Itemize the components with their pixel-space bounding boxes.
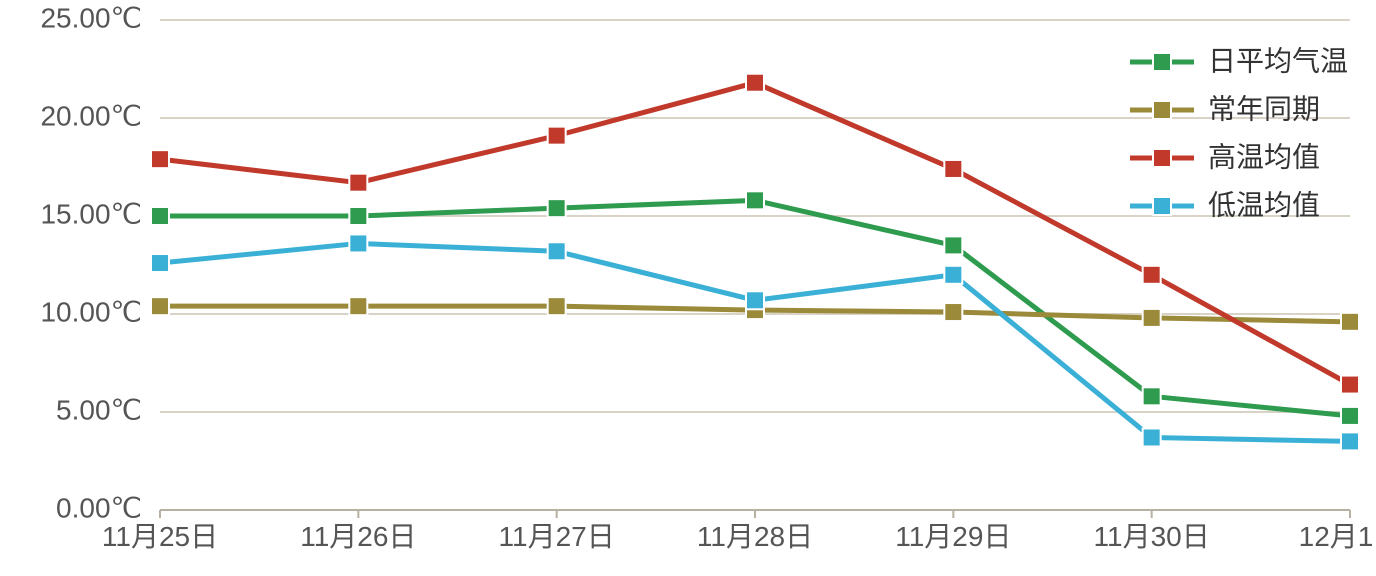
- series-marker: [548, 127, 566, 145]
- y-tick-label: 5.00℃: [56, 394, 142, 425]
- series-marker: [944, 236, 962, 254]
- series-marker: [1143, 266, 1161, 284]
- series-marker: [151, 297, 169, 315]
- series-marker: [349, 174, 367, 192]
- y-tick-label: 0.00℃: [56, 492, 142, 523]
- x-axis-ticks: 11月25日 11月26日 11月27日 11月28日 11月29日 11月30日 12月1…: [102, 510, 1376, 552]
- y-tick-label: 25.00℃: [40, 2, 142, 33]
- y-tick-label: 10.00℃: [40, 296, 142, 327]
- legend-item: 低温均值: [1130, 189, 1320, 220]
- series-marker: [1143, 428, 1161, 446]
- legend: 日平均气温常年同期高温均值低温均值: [1130, 45, 1348, 220]
- y-axis-ticks: 0.00℃ 5.00℃ 10.00℃ 15.00℃ 20.00℃ 25.00℃: [40, 2, 142, 523]
- x-tick-label: 11月28日: [697, 521, 813, 552]
- series-marker: [1341, 313, 1359, 331]
- series-marker: [349, 234, 367, 252]
- x-tick-label: 11月30日: [1094, 521, 1210, 552]
- series-marker: [1143, 309, 1161, 327]
- legend-label: 常年同期: [1208, 93, 1320, 124]
- legend-item: 日平均气温: [1130, 45, 1348, 76]
- x-tick-label: 11月26日: [300, 521, 416, 552]
- series: [151, 74, 1359, 451]
- series-marker: [746, 191, 764, 209]
- series-line-2: [160, 83, 1350, 385]
- series-marker: [1143, 387, 1161, 405]
- temperature-line-chart: 0.00℃ 5.00℃ 10.00℃ 15.00℃ 20.00℃ 25.00℃ 11月25…: [0, 0, 1376, 576]
- x-tick-label: 11月25日: [102, 521, 218, 552]
- y-tick-label: 20.00℃: [40, 100, 142, 131]
- legend-item: 高温均值: [1130, 141, 1320, 172]
- series-marker: [944, 303, 962, 321]
- legend-item: 常年同期: [1130, 93, 1320, 124]
- series-marker: [1341, 407, 1359, 425]
- series-marker: [548, 242, 566, 260]
- series-marker: [548, 297, 566, 315]
- series-marker: [1341, 432, 1359, 450]
- series-marker: [944, 266, 962, 284]
- series-marker: [349, 207, 367, 225]
- series-marker: [151, 150, 169, 168]
- x-tick-label: 11月29日: [895, 521, 1011, 552]
- series-marker: [746, 74, 764, 92]
- series-marker: [151, 254, 169, 272]
- legend-label: 高温均值: [1208, 141, 1320, 172]
- x-tick-label: 11月27日: [499, 521, 615, 552]
- series-marker: [746, 291, 764, 309]
- legend-label: 低温均值: [1208, 189, 1320, 220]
- series-marker: [944, 160, 962, 178]
- x-tick-label: 12月1日: [1299, 521, 1376, 552]
- legend-label: 日平均气温: [1208, 45, 1348, 76]
- series-marker: [151, 207, 169, 225]
- series-marker: [548, 199, 566, 217]
- series-marker: [349, 297, 367, 315]
- series-marker: [1341, 376, 1359, 394]
- y-tick-label: 15.00℃: [40, 198, 142, 229]
